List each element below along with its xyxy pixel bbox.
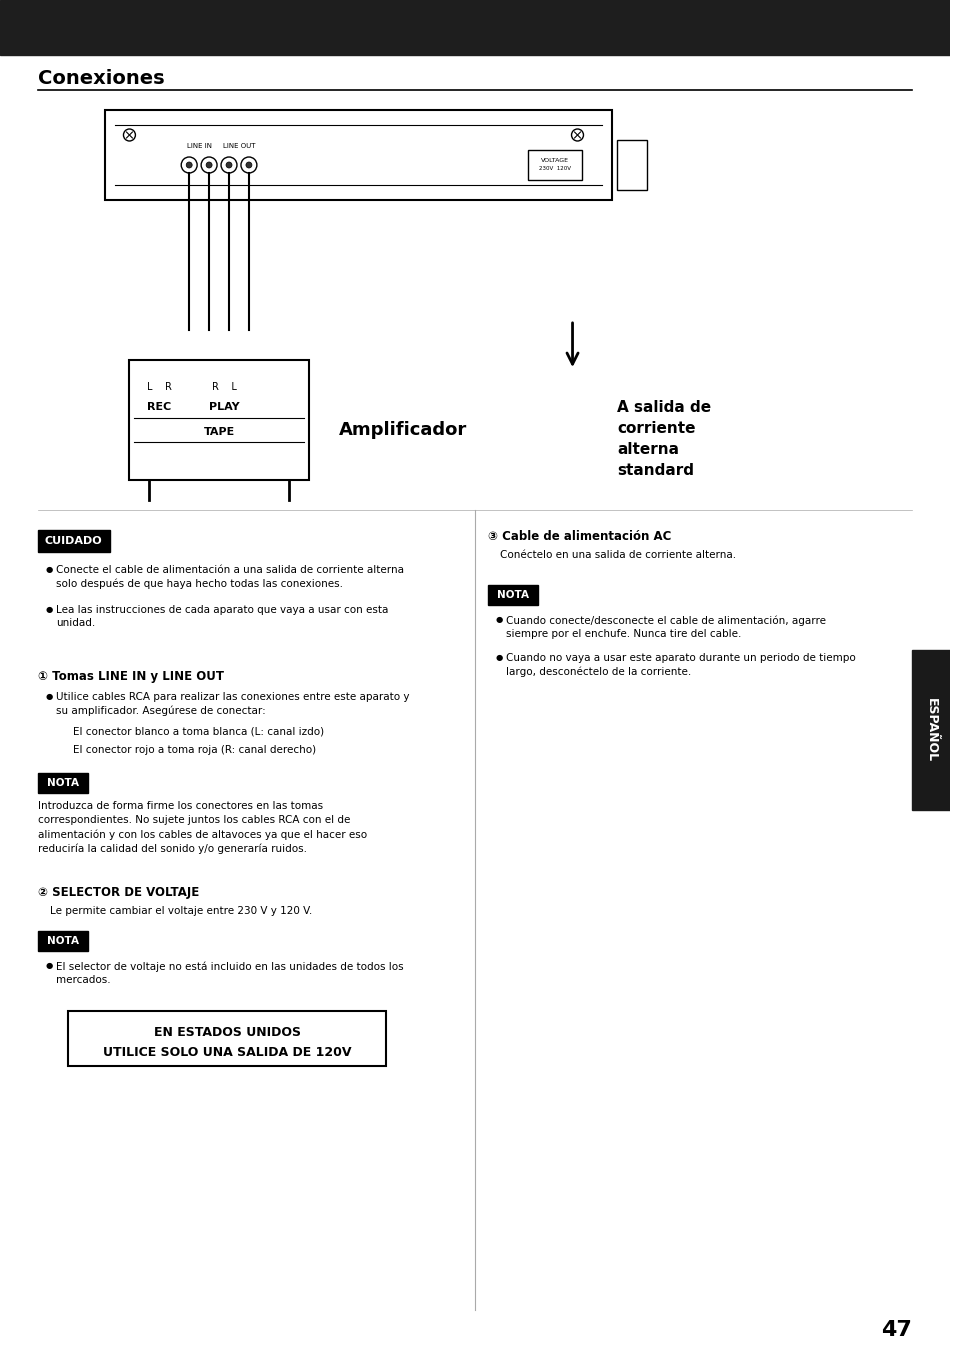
Bar	[487, 585, 537, 605]
Text: 230V  120V: 230V 120V	[538, 166, 570, 171]
Bar	[0, 0, 949, 55]
Text: Conéctelo en una salida de corriente alterna.: Conéctelo en una salida de corriente alt…	[499, 549, 735, 560]
Circle shape	[206, 162, 212, 167]
Text: NOTA: NOTA	[47, 778, 79, 788]
Text: 47: 47	[881, 1320, 911, 1341]
Text: El selector de voltaje no está incluido en las unidades de todos los
mercados.: El selector de voltaje no está incluido …	[55, 961, 403, 984]
Text: UTILICE SOLO UNA SALIDA DE 120V: UTILICE SOLO UNA SALIDA DE 120V	[103, 1046, 351, 1060]
Bar	[38, 774, 88, 792]
Text: CUIDADO: CUIDADO	[45, 536, 102, 545]
Text: Le permite cambiar el voltaje entre 230 V y 120 V.: Le permite cambiar el voltaje entre 230 …	[50, 906, 312, 917]
Text: ●: ●	[496, 653, 502, 662]
Text: ●: ●	[46, 961, 53, 971]
Circle shape	[246, 162, 252, 167]
Text: L    R: L R	[147, 382, 172, 391]
Text: R    L: R L	[212, 382, 236, 391]
Bar	[38, 931, 88, 950]
Text: Cuando no vaya a usar este aparato durante un periodo de tiempo
largo, desconéct: Cuando no vaya a usar este aparato duran…	[505, 653, 855, 676]
Text: ●: ●	[46, 693, 53, 701]
Text: Introduzca de forma firme los conectores en las tomas
correspondientes. No sujet: Introduzca de forma firme los conectores…	[38, 801, 367, 855]
Text: TAPE: TAPE	[203, 427, 234, 437]
Text: ① Tomas LINE IN y LINE OUT: ① Tomas LINE IN y LINE OUT	[38, 670, 224, 683]
Text: REC: REC	[147, 402, 172, 412]
Bar	[911, 649, 949, 810]
Bar	[617, 140, 646, 190]
Text: PLAY: PLAY	[209, 402, 239, 412]
Circle shape	[186, 162, 192, 167]
Text: Amplificador: Amplificador	[338, 421, 466, 439]
Text: A salida de
corriente
alterna
standard: A salida de corriente alterna standard	[617, 400, 711, 478]
Text: Lea las instrucciones de cada aparato que vaya a usar con esta
unidad.: Lea las instrucciones de cada aparato qu…	[55, 605, 388, 628]
Text: ② SELECTOR DE VOLTAJE: ② SELECTOR DE VOLTAJE	[38, 886, 199, 899]
Text: Conexiones: Conexiones	[38, 69, 164, 88]
Text: El conector blanco a toma blanca (L: canal izdo): El conector blanco a toma blanca (L: can…	[72, 728, 323, 737]
Text: LINE OUT: LINE OUT	[222, 143, 255, 148]
Text: ●: ●	[46, 605, 53, 614]
Text: ●: ●	[46, 566, 53, 574]
Text: VOLTAGE: VOLTAGE	[540, 158, 568, 163]
Bar	[130, 360, 309, 481]
Bar	[105, 109, 612, 200]
Bar	[38, 531, 110, 552]
Text: ●: ●	[496, 616, 502, 624]
Text: Conecte el cable de alimentación a una salida de corriente alterna
solo después : Conecte el cable de alimentación a una s…	[55, 566, 403, 589]
Text: ③ Cable de alimentación AC: ③ Cable de alimentación AC	[487, 531, 671, 543]
Text: ESPAÑOL: ESPAÑOL	[923, 698, 937, 761]
Text: NOTA: NOTA	[47, 936, 79, 946]
Text: Utilice cables RCA para realizar las conexiones entre este aparato y
su amplific: Utilice cables RCA para realizar las con…	[55, 693, 409, 716]
Text: El conector rojo a toma roja (R: canal derecho): El conector rojo a toma roja (R: canal d…	[72, 745, 315, 755]
Text: NOTA: NOTA	[497, 590, 528, 599]
Text: Cuando conecte/desconecte el cable de alimentación, agarre
siempre por el enchuf: Cuando conecte/desconecte el cable de al…	[505, 616, 825, 639]
Text: LINE IN: LINE IN	[187, 143, 212, 148]
Circle shape	[226, 162, 232, 167]
Bar	[68, 1011, 386, 1066]
Text: EN ESTADOS UNIDOS: EN ESTADOS UNIDOS	[153, 1026, 300, 1040]
Bar	[527, 150, 582, 180]
